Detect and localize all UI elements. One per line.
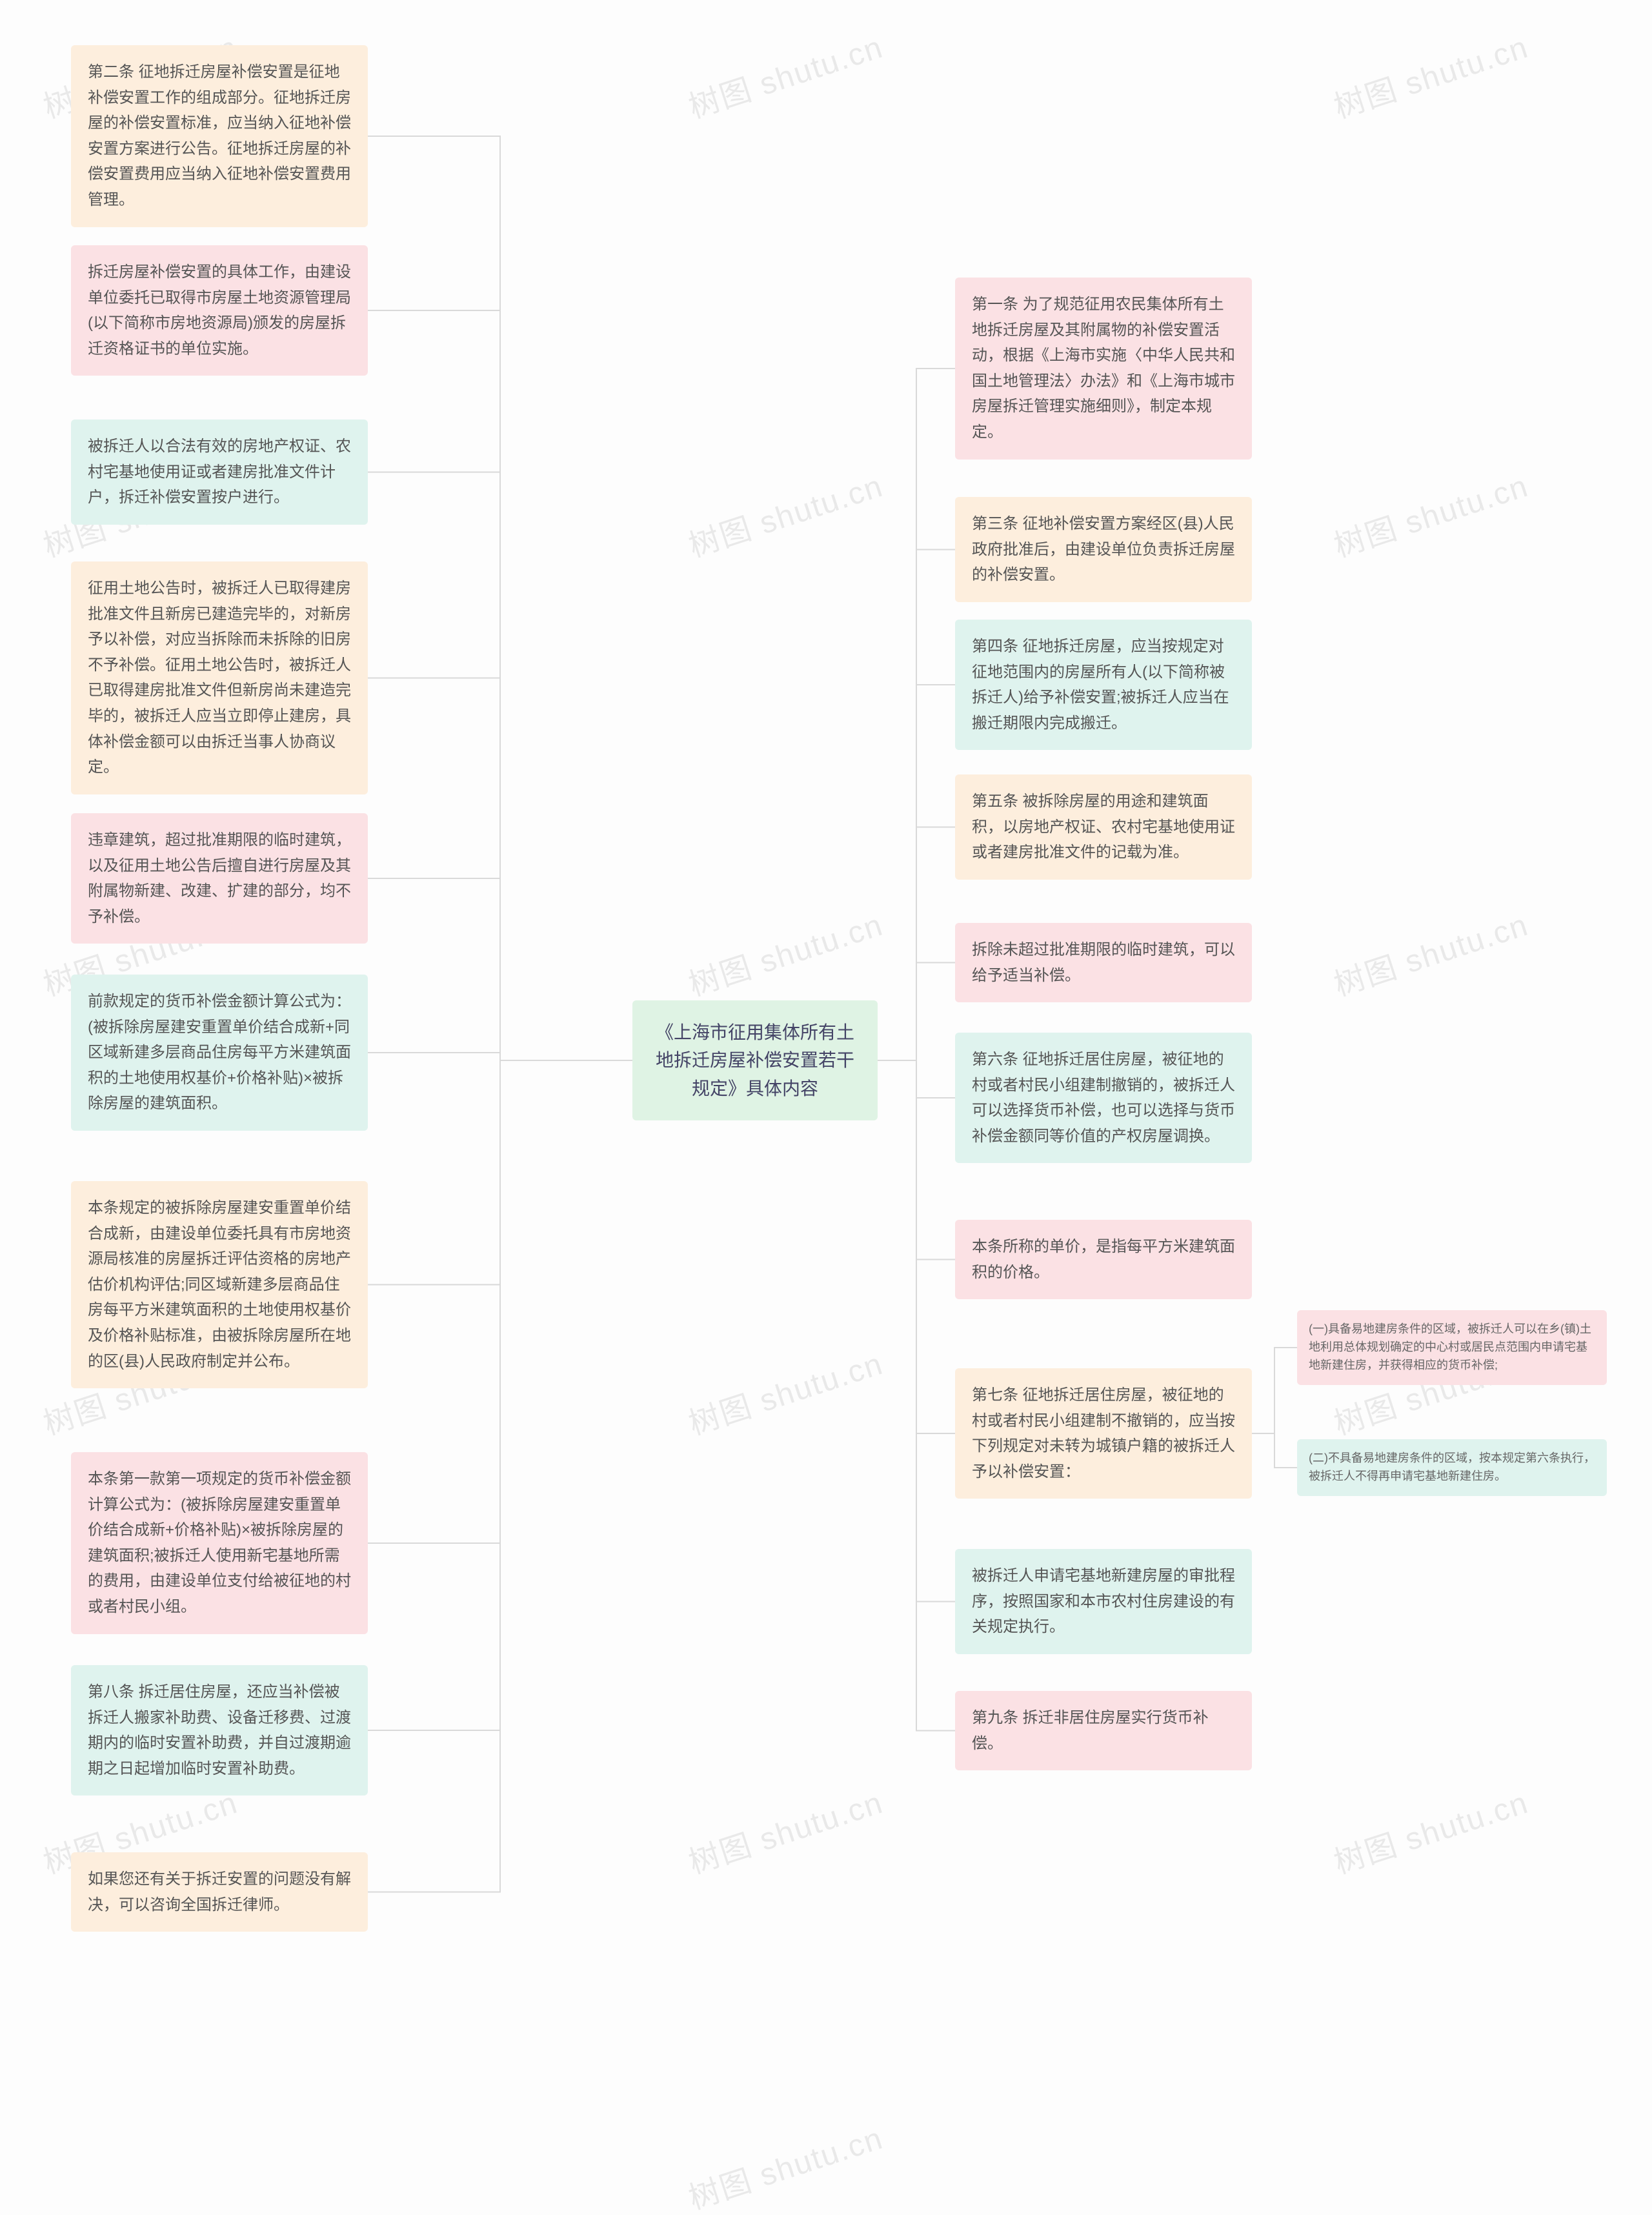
mindmap-node: 违章建筑，超过批准期限的临时建筑，以及征用土地公告后擅自进行房屋及其附属物新建、… xyxy=(71,813,368,944)
mindmap-node: 第八条 拆迁居住房屋，还应当补偿被拆迁人搬家补助费、设备迁移费、过渡期内的临时安… xyxy=(71,1665,368,1795)
mindmap-node: 本条规定的被拆除房屋建安重置单价结合成新，由建设单位委托具有市房地资源局核准的房… xyxy=(71,1181,368,1388)
mindmap-node: 第五条 被拆除房屋的用途和建筑面积，以房地产权证、农村宅基地使用证或者建房批准文… xyxy=(955,774,1252,880)
watermark: 树图 shutu.cn xyxy=(1327,899,1533,1004)
mindmap-node: 第四条 征地拆迁房屋，应当按规定对征地范围内的房屋所有人(以下简称被拆迁人)给予… xyxy=(955,620,1252,750)
mindmap-node: 第三条 征地补偿安置方案经区(县)人民政府批准后，由建设单位负责拆迁房屋的补偿安… xyxy=(955,497,1252,602)
watermark: 树图 shutu.cn xyxy=(682,899,888,1004)
mindmap-node: 如果您还有关于拆迁安置的问题没有解决，可以咨询全国拆迁律师。 xyxy=(71,1852,368,1932)
mindmap-node: (二)不具备易地建房条件的区域，按本规定第六条执行，被拆迁人不得再申请宅基地新建… xyxy=(1297,1439,1607,1496)
mindmap-node: (一)具备易地建房条件的区域，被拆迁人可以在乡(镇)土地利用总体规划确定的中心村… xyxy=(1297,1310,1607,1385)
mindmap-node: 第七条 征地拆迁居住房屋，被征地的村或者村民小组建制不撤销的，应当按下列规定对未… xyxy=(955,1368,1252,1499)
watermark: 树图 shutu.cn xyxy=(682,2112,888,2215)
mindmap-node: 第二条 征地拆迁房屋补偿安置是征地补偿安置工作的组成部分。征地拆迁房屋的补偿安置… xyxy=(71,45,368,227)
watermark: 树图 shutu.cn xyxy=(1327,1777,1533,1882)
mindmap-node: 拆迁房屋补偿安置的具体工作，由建设单位委托已取得市房屋土地资源管理局(以下简称市… xyxy=(71,245,368,376)
watermark: 树图 shutu.cn xyxy=(682,1777,888,1882)
mindmap-node: 前款规定的货币补偿金额计算公式为：(被拆除房屋建安重置单价结合成新+同区域新建多… xyxy=(71,975,368,1131)
watermark: 树图 shutu.cn xyxy=(682,21,888,126)
watermark: 树图 shutu.cn xyxy=(682,1338,888,1443)
watermark: 树图 shutu.cn xyxy=(682,460,888,565)
mindmap-node: 拆除未超过批准期限的临时建筑，可以给予适当补偿。 xyxy=(955,923,1252,1002)
center-node: 《上海市征用集体所有土地拆迁房屋补偿安置若干规定》具体内容 xyxy=(632,1000,878,1120)
mindmap-node: 被拆迁人申请宅基地新建房屋的审批程序，按照国家和本市农村住房建设的有关规定执行。 xyxy=(955,1549,1252,1654)
mindmap-node: 第九条 拆迁非居住房屋实行货币补偿。 xyxy=(955,1691,1252,1770)
watermark: 树图 shutu.cn xyxy=(1327,460,1533,565)
mindmap-node: 第一条 为了规范征用农民集体所有土地拆迁房屋及其附属物的补偿安置活动，根据《上海… xyxy=(955,278,1252,460)
mindmap-node: 征用土地公告时，被拆迁人已取得建房批准文件且新房已建造完毕的，对新房予以补偿，对… xyxy=(71,561,368,794)
watermark: 树图 shutu.cn xyxy=(1327,21,1533,126)
mindmap-node: 第六条 征地拆迁居住房屋，被征地的村或者村民小组建制撤销的，被拆迁人可以选择货币… xyxy=(955,1033,1252,1163)
mindmap-node: 本条第一款第一项规定的货币补偿金额计算公式为：(被拆除房屋建安重置单价结合成新+… xyxy=(71,1452,368,1634)
mindmap-node: 被拆迁人以合法有效的房地产权证、农村宅基地使用证或者建房批准文件计户，拆迁补偿安… xyxy=(71,420,368,525)
mindmap-node: 本条所称的单价，是指每平方米建筑面积的价格。 xyxy=(955,1220,1252,1299)
